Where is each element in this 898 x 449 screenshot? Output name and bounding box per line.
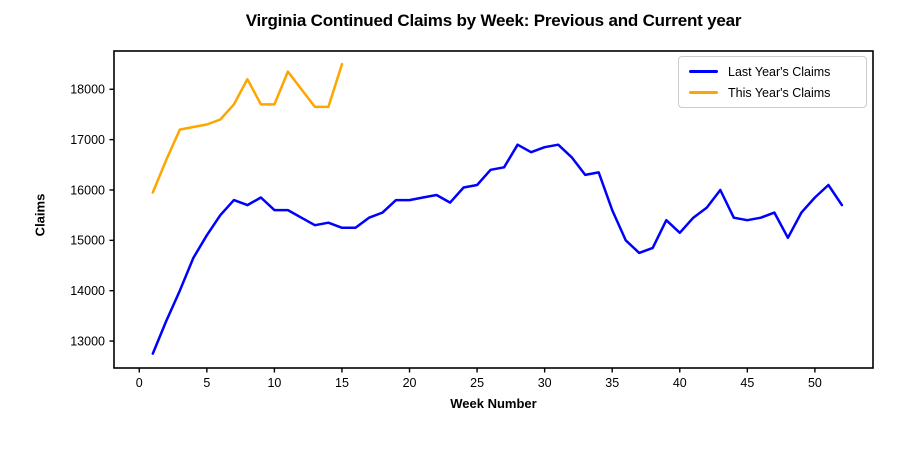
legend-item-last-year: Last Year's Claims	[689, 65, 856, 79]
series-line-this-year	[151, 62, 344, 194]
x-tick-label: 0	[136, 376, 143, 390]
series-line-last-year	[151, 143, 844, 355]
x-tick-label: 45	[740, 376, 754, 390]
y-tick-label: 17000	[70, 133, 105, 147]
y-tick-label: 16000	[70, 183, 105, 197]
y-tick-label: 15000	[70, 234, 105, 248]
plot-border	[113, 50, 874, 369]
legend-line-swatch-orange	[689, 91, 718, 94]
y-axis-label: Claims	[32, 193, 48, 237]
y-tick-label: 13000	[70, 334, 105, 348]
legend: Last Year's Claims This Year's Claims	[678, 56, 867, 108]
legend-line-swatch-blue	[689, 70, 718, 73]
x-tick-label: 5	[203, 376, 210, 390]
legend-item-this-year: This Year's Claims	[689, 86, 856, 100]
legend-label-this-year: This Year's Claims	[728, 85, 831, 100]
x-axis-label: Week Number	[450, 396, 537, 411]
y-tick-label: 18000	[70, 83, 105, 97]
x-tick-label: 15	[335, 376, 349, 390]
legend-label-last-year: Last Year's Claims	[728, 64, 831, 79]
x-tick-label: 25	[470, 376, 484, 390]
y-tick-label: 14000	[70, 284, 105, 298]
x-tick-label: 10	[267, 376, 281, 390]
chart-title: Virginia Continued Claims by Week: Previ…	[245, 11, 742, 30]
x-tick-label: 20	[403, 376, 417, 390]
x-tick-label: 40	[673, 376, 687, 390]
x-tick-label: 30	[538, 376, 552, 390]
x-tick-label: 50	[808, 376, 822, 390]
x-tick-label: 35	[605, 376, 619, 390]
